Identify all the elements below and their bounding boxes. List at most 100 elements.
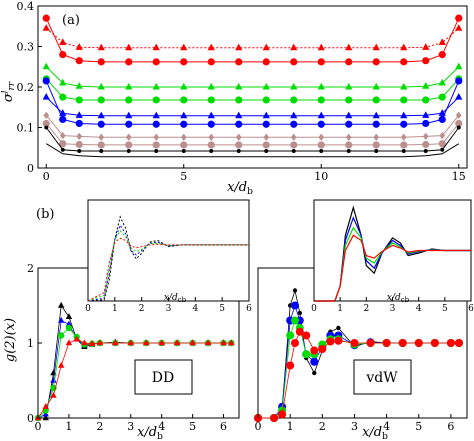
x-tick-label-3: 3 bbox=[390, 304, 396, 314]
series-line-0 bbox=[45, 17, 460, 63]
data-point-3-12 bbox=[158, 339, 165, 346]
data-point-6-4 bbox=[125, 133, 132, 141]
x-tick-label-1: 1 bbox=[65, 420, 72, 433]
data-point-8-16 bbox=[440, 147, 445, 152]
data-point-0-7 bbox=[312, 370, 317, 376]
data-point-6-16 bbox=[439, 132, 446, 140]
y-tick-label-2: 2 bbox=[27, 262, 34, 275]
panel-b-left-x-axis-label: x/db bbox=[137, 425, 163, 441]
data-point-5-15 bbox=[422, 119, 430, 128]
data-point-7-7 bbox=[207, 141, 215, 149]
data-point-2-5 bbox=[152, 82, 160, 90]
y-tick-label-1: 0.1 bbox=[17, 122, 35, 135]
data-point-6-14 bbox=[400, 133, 407, 141]
x-tick-label-2: 2 bbox=[319, 420, 326, 433]
data-point-0-2 bbox=[75, 57, 83, 65]
data-point-2-2 bbox=[75, 82, 83, 89]
data-point-3-4 bbox=[290, 339, 299, 347]
data-point-6-9 bbox=[263, 133, 270, 141]
data-point-1-14 bbox=[400, 43, 408, 51]
data-point-3-7 bbox=[310, 346, 319, 355]
panel-b-left-inset-marks bbox=[87, 215, 249, 302]
data-point-3-6 bbox=[81, 339, 88, 346]
data-point-0-8 bbox=[235, 58, 243, 66]
vdw-label: vdW bbox=[365, 370, 398, 386]
data-point-0-5 bbox=[297, 310, 302, 316]
data-point-3-12 bbox=[345, 96, 353, 104]
data-point-7-5 bbox=[152, 141, 160, 149]
data-point-0-9 bbox=[262, 58, 270, 66]
x-tick-label-6: 6 bbox=[447, 420, 454, 433]
panel-b-left-inset-ticks: 0 1 2 3 4 5 6 bbox=[85, 297, 252, 314]
data-point-0-0 bbox=[42, 14, 50, 22]
data-point-1-17 bbox=[455, 24, 463, 31]
data-point-4-7 bbox=[207, 111, 215, 119]
data-point-5-6 bbox=[180, 120, 188, 128]
data-point-5-17 bbox=[455, 77, 463, 85]
data-point-4-17 bbox=[455, 92, 463, 100]
data-point-1-16 bbox=[438, 38, 446, 45]
dd-label-box bbox=[134, 359, 193, 395]
data-point-3-17 bbox=[446, 339, 455, 347]
data-point-0-17 bbox=[455, 14, 463, 22]
data-point-4-8 bbox=[235, 111, 243, 119]
data-point-3-12 bbox=[366, 339, 375, 347]
x-tick-label-4: 4 bbox=[158, 420, 165, 433]
data-point-1-5 bbox=[152, 43, 160, 51]
x-tick-label-0: 0 bbox=[85, 304, 91, 314]
panel-b-left-inset-frame bbox=[87, 199, 250, 302]
panel-b-right-inset-ticks: 0 1 2 3 4 5 6 bbox=[311, 297, 474, 314]
series-line-5 bbox=[45, 80, 460, 125]
data-point-7-1 bbox=[59, 140, 67, 148]
data-point-0-15 bbox=[422, 57, 430, 65]
data-point-3-13 bbox=[382, 339, 391, 347]
data-point-2-6 bbox=[180, 82, 188, 90]
data-point-8-10 bbox=[291, 149, 296, 153]
data-point-2-9 bbox=[262, 82, 270, 90]
data-point-6-11 bbox=[318, 133, 325, 141]
x-tick-label-2: 2 bbox=[139, 304, 145, 314]
data-point-4-12 bbox=[345, 111, 353, 119]
data-point-6-5 bbox=[153, 133, 160, 141]
data-point-3-1 bbox=[59, 93, 67, 101]
data-point-4-0 bbox=[42, 92, 50, 100]
panel-b-right-ticks: 0 1 2 3 4 5 6 bbox=[255, 414, 454, 433]
data-point-4-14 bbox=[400, 111, 408, 119]
data-point-0-4 bbox=[125, 58, 133, 66]
data-point-3-9 bbox=[262, 96, 270, 104]
data-point-3-9 bbox=[112, 339, 119, 346]
series-line-8 bbox=[45, 127, 460, 152]
data-point-3-2 bbox=[278, 410, 287, 419]
data-point-7-9 bbox=[262, 141, 270, 149]
data-point-0-4 bbox=[65, 313, 73, 319]
panel-b: (b) g(2)(x) 0 1 2 3 4 5 6 0 1 2 DD x/db 0 1 2 3 4 5 6 x… bbox=[3, 199, 474, 441]
data-point-1-0 bbox=[42, 24, 50, 31]
data-point-2-6 bbox=[302, 350, 311, 359]
data-point-4-2 bbox=[75, 111, 83, 118]
data-point-8-15 bbox=[423, 149, 428, 153]
data-point-3-10 bbox=[334, 336, 343, 345]
data-point-3-5 bbox=[295, 327, 304, 336]
data-point-3-11 bbox=[143, 339, 150, 346]
data-point-3-9 bbox=[326, 337, 335, 346]
data-point-3-4 bbox=[125, 96, 133, 104]
x-tick-label-0: 0 bbox=[35, 420, 42, 433]
vdw-label-box bbox=[353, 359, 412, 395]
data-point-1-11 bbox=[317, 43, 325, 51]
data-point-6-15 bbox=[422, 132, 429, 141]
data-point-5-12 bbox=[345, 120, 353, 128]
data-point-3-15 bbox=[204, 339, 212, 346]
x-tick-label-0: 0 bbox=[311, 304, 317, 314]
data-point-1-4 bbox=[290, 301, 299, 310]
data-point-0-10 bbox=[290, 58, 298, 66]
data-point-2-15 bbox=[422, 82, 430, 89]
x-tick-label-5: 5 bbox=[189, 420, 196, 433]
data-point-8-1 bbox=[60, 147, 65, 152]
panel-a-x-axis-label: x/db bbox=[227, 180, 253, 197]
data-point-2-11 bbox=[317, 82, 325, 90]
y-tick-label-0: 0 bbox=[27, 412, 34, 425]
data-point-0-1 bbox=[59, 51, 67, 59]
data-point-3-11 bbox=[317, 96, 325, 104]
data-point-3-14 bbox=[398, 339, 407, 347]
data-point-4-4 bbox=[125, 111, 133, 119]
